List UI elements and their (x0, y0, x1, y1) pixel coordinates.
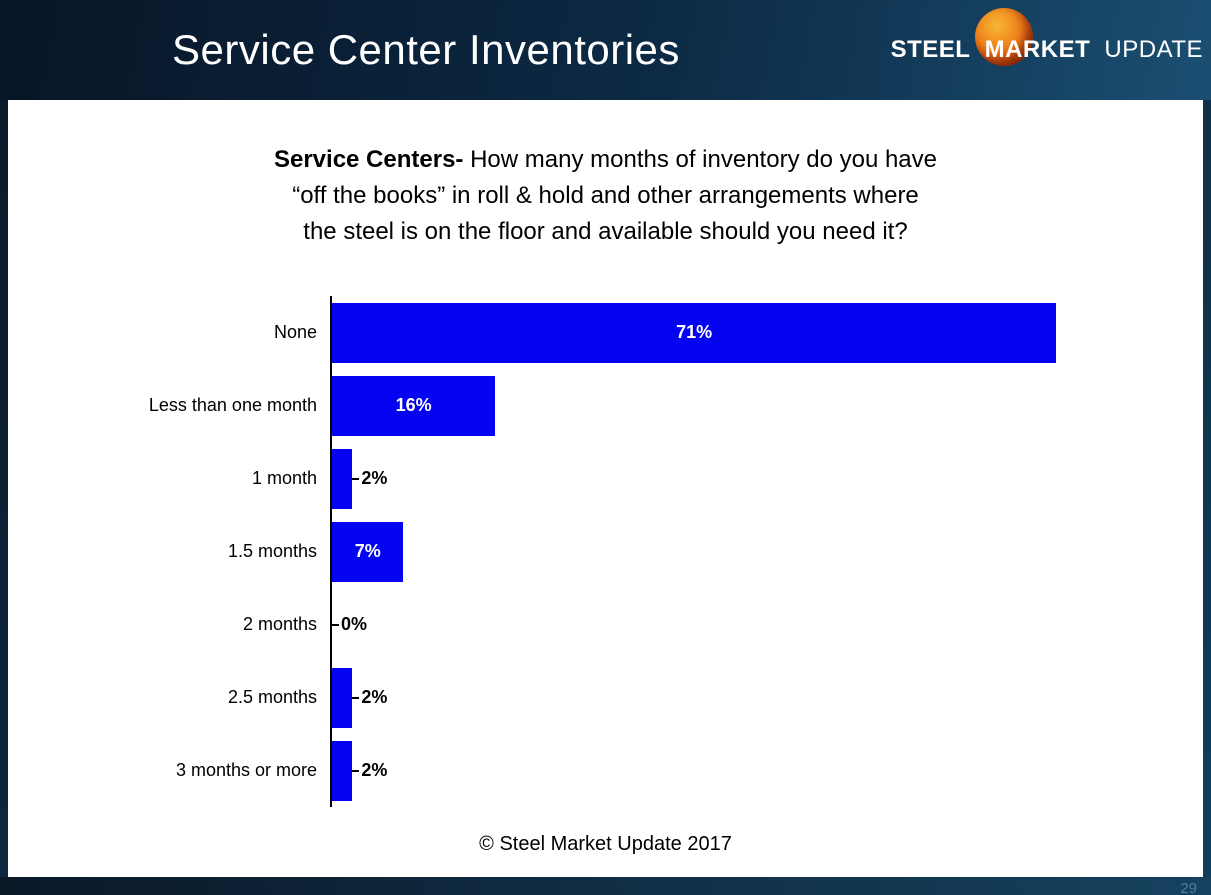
bar-area: 16% (330, 369, 1203, 442)
chart-title-line3: the steel is on the floor and available … (303, 218, 908, 245)
page-title: Service Center Inventories (172, 26, 680, 73)
value-label: 2% (352, 687, 387, 708)
category-label: 3 months or more (175, 760, 317, 780)
chart-row: 2 months 0% (8, 588, 1203, 661)
logo-text: STEEL MARKET UPDATE (891, 36, 1203, 64)
chart-title-line1-rest: How many months of inventory do you have (463, 146, 937, 173)
page-number: 29 (1180, 880, 1197, 895)
chart-title: Service Centers- How many months of inve… (8, 142, 1203, 250)
footer-bar: 29 (0, 877, 1211, 895)
copyright-text: © Steel Market Update 2017 (479, 833, 732, 855)
logo-word-market: MARKET (984, 36, 1091, 63)
slide-header: Service Center Inventories STEEL MARKET … (0, 0, 1211, 100)
logo-word-steel: STEEL (890, 36, 971, 63)
category-label: Less than one month (148, 395, 317, 415)
bar (332, 740, 353, 801)
category-label: 1.5 months (227, 541, 317, 561)
chart-row: Less than one month 16% (8, 369, 1203, 442)
bar-chart: None 71% Less than one month 16% 1 month 2% 1.… (8, 296, 1203, 807)
value-label: 7% (354, 541, 381, 561)
chart-title-line1: Service Centers- How many months of inve… (8, 142, 1203, 178)
category-label: 2 months (242, 614, 317, 634)
category-label: None (273, 322, 317, 342)
bar: 16% (332, 375, 496, 436)
value-label: 71% (676, 322, 713, 342)
logo-word-update: UPDATE (1104, 36, 1203, 63)
bar-area: 71% (330, 296, 1203, 369)
slide-content: Service Centers- How many months of inve… (8, 100, 1203, 877)
category-label: 2.5 months (227, 687, 317, 707)
value-label: 2% (352, 468, 387, 489)
bar: 71% (332, 302, 1057, 363)
bar-area: 0% (330, 588, 1203, 661)
chart-title-bold: Service Centers- (273, 146, 464, 173)
bar-area: 2% (330, 734, 1203, 807)
bar-area: 7% (330, 515, 1203, 588)
chart-rows: None 71% Less than one month 16% 1 month 2% 1.… (8, 296, 1203, 807)
bar: 7% (332, 521, 404, 582)
bar-area: 2% (330, 442, 1203, 515)
value-label: 0% (332, 614, 367, 635)
bar-area: 2% (330, 661, 1203, 734)
bar (332, 448, 353, 509)
chart-row: None 71% (8, 296, 1203, 369)
logo-orange-globe-icon (974, 8, 1033, 66)
value-label: 2% (352, 760, 387, 781)
chart-title-line2: “off the books” in roll & hold and other… (292, 182, 919, 209)
value-label: 16% (395, 395, 432, 415)
category-label: 1 month (251, 468, 317, 488)
smu-logo: STEEL MARKET UPDATE (891, 8, 1203, 76)
chart-row: 1.5 months 7% (8, 515, 1203, 588)
chart-row: 2.5 months 2% (8, 661, 1203, 734)
bar (332, 667, 353, 728)
chart-row: 1 month 2% (8, 442, 1203, 515)
chart-row: 3 months or more 2% (8, 734, 1203, 807)
